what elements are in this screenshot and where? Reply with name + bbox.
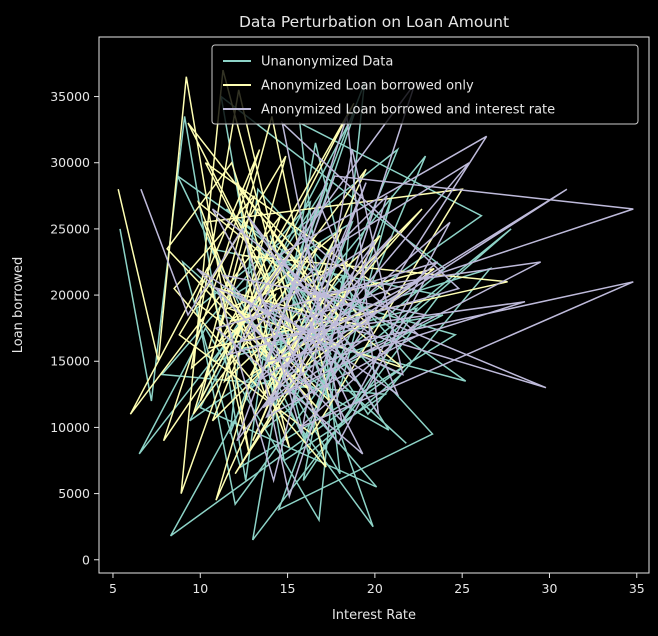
legend: Unanonymized Data Anonymized Loan borrow… — [211, 44, 639, 125]
series-line-3 — [140, 82, 634, 500]
y-tick-label: 10000 — [50, 420, 90, 435]
series-layer — [117, 69, 634, 541]
series-line-2 — [117, 69, 508, 501]
y-axis-title: Loan borrowed — [11, 257, 26, 354]
legend-label-anonymized-loan-and-rate: Anonymized Loan borrowed and interest ra… — [261, 103, 555, 118]
x-axis-title: Interest Rate — [332, 608, 416, 623]
x-tick-label: 25 — [454, 581, 470, 596]
x-tick-label: 10 — [192, 581, 208, 596]
y-tick-label: 25000 — [50, 221, 90, 236]
y-tick-label: 30000 — [50, 155, 90, 170]
legend-label-unanonymized: Unanonymized Data — [261, 55, 393, 70]
chart-title: Data Perturbation on Loan Amount — [239, 13, 509, 31]
plot-frame — [98, 36, 650, 574]
x-tick-label: 20 — [367, 581, 383, 596]
y-tick-label: 15000 — [50, 354, 90, 369]
y-tick-label: 0 — [82, 552, 90, 567]
x-tick-label: 5 — [109, 581, 117, 596]
y-tick-label: 20000 — [50, 288, 90, 303]
y-axis: 0 5000 10000 15000 20000 25000 30000 35000 — [50, 89, 99, 567]
legend-label-anonymized-loan: Anonymized Loan borrowed only — [261, 79, 474, 94]
y-tick-label: 35000 — [50, 89, 90, 104]
x-axis: 5 10 15 20 25 30 35 — [109, 573, 645, 596]
legend-box — [211, 44, 639, 125]
x-tick-label: 15 — [280, 581, 296, 596]
x-tick-label: 30 — [542, 581, 558, 596]
y-tick-label: 5000 — [58, 486, 90, 501]
x-tick-label: 35 — [629, 581, 645, 596]
